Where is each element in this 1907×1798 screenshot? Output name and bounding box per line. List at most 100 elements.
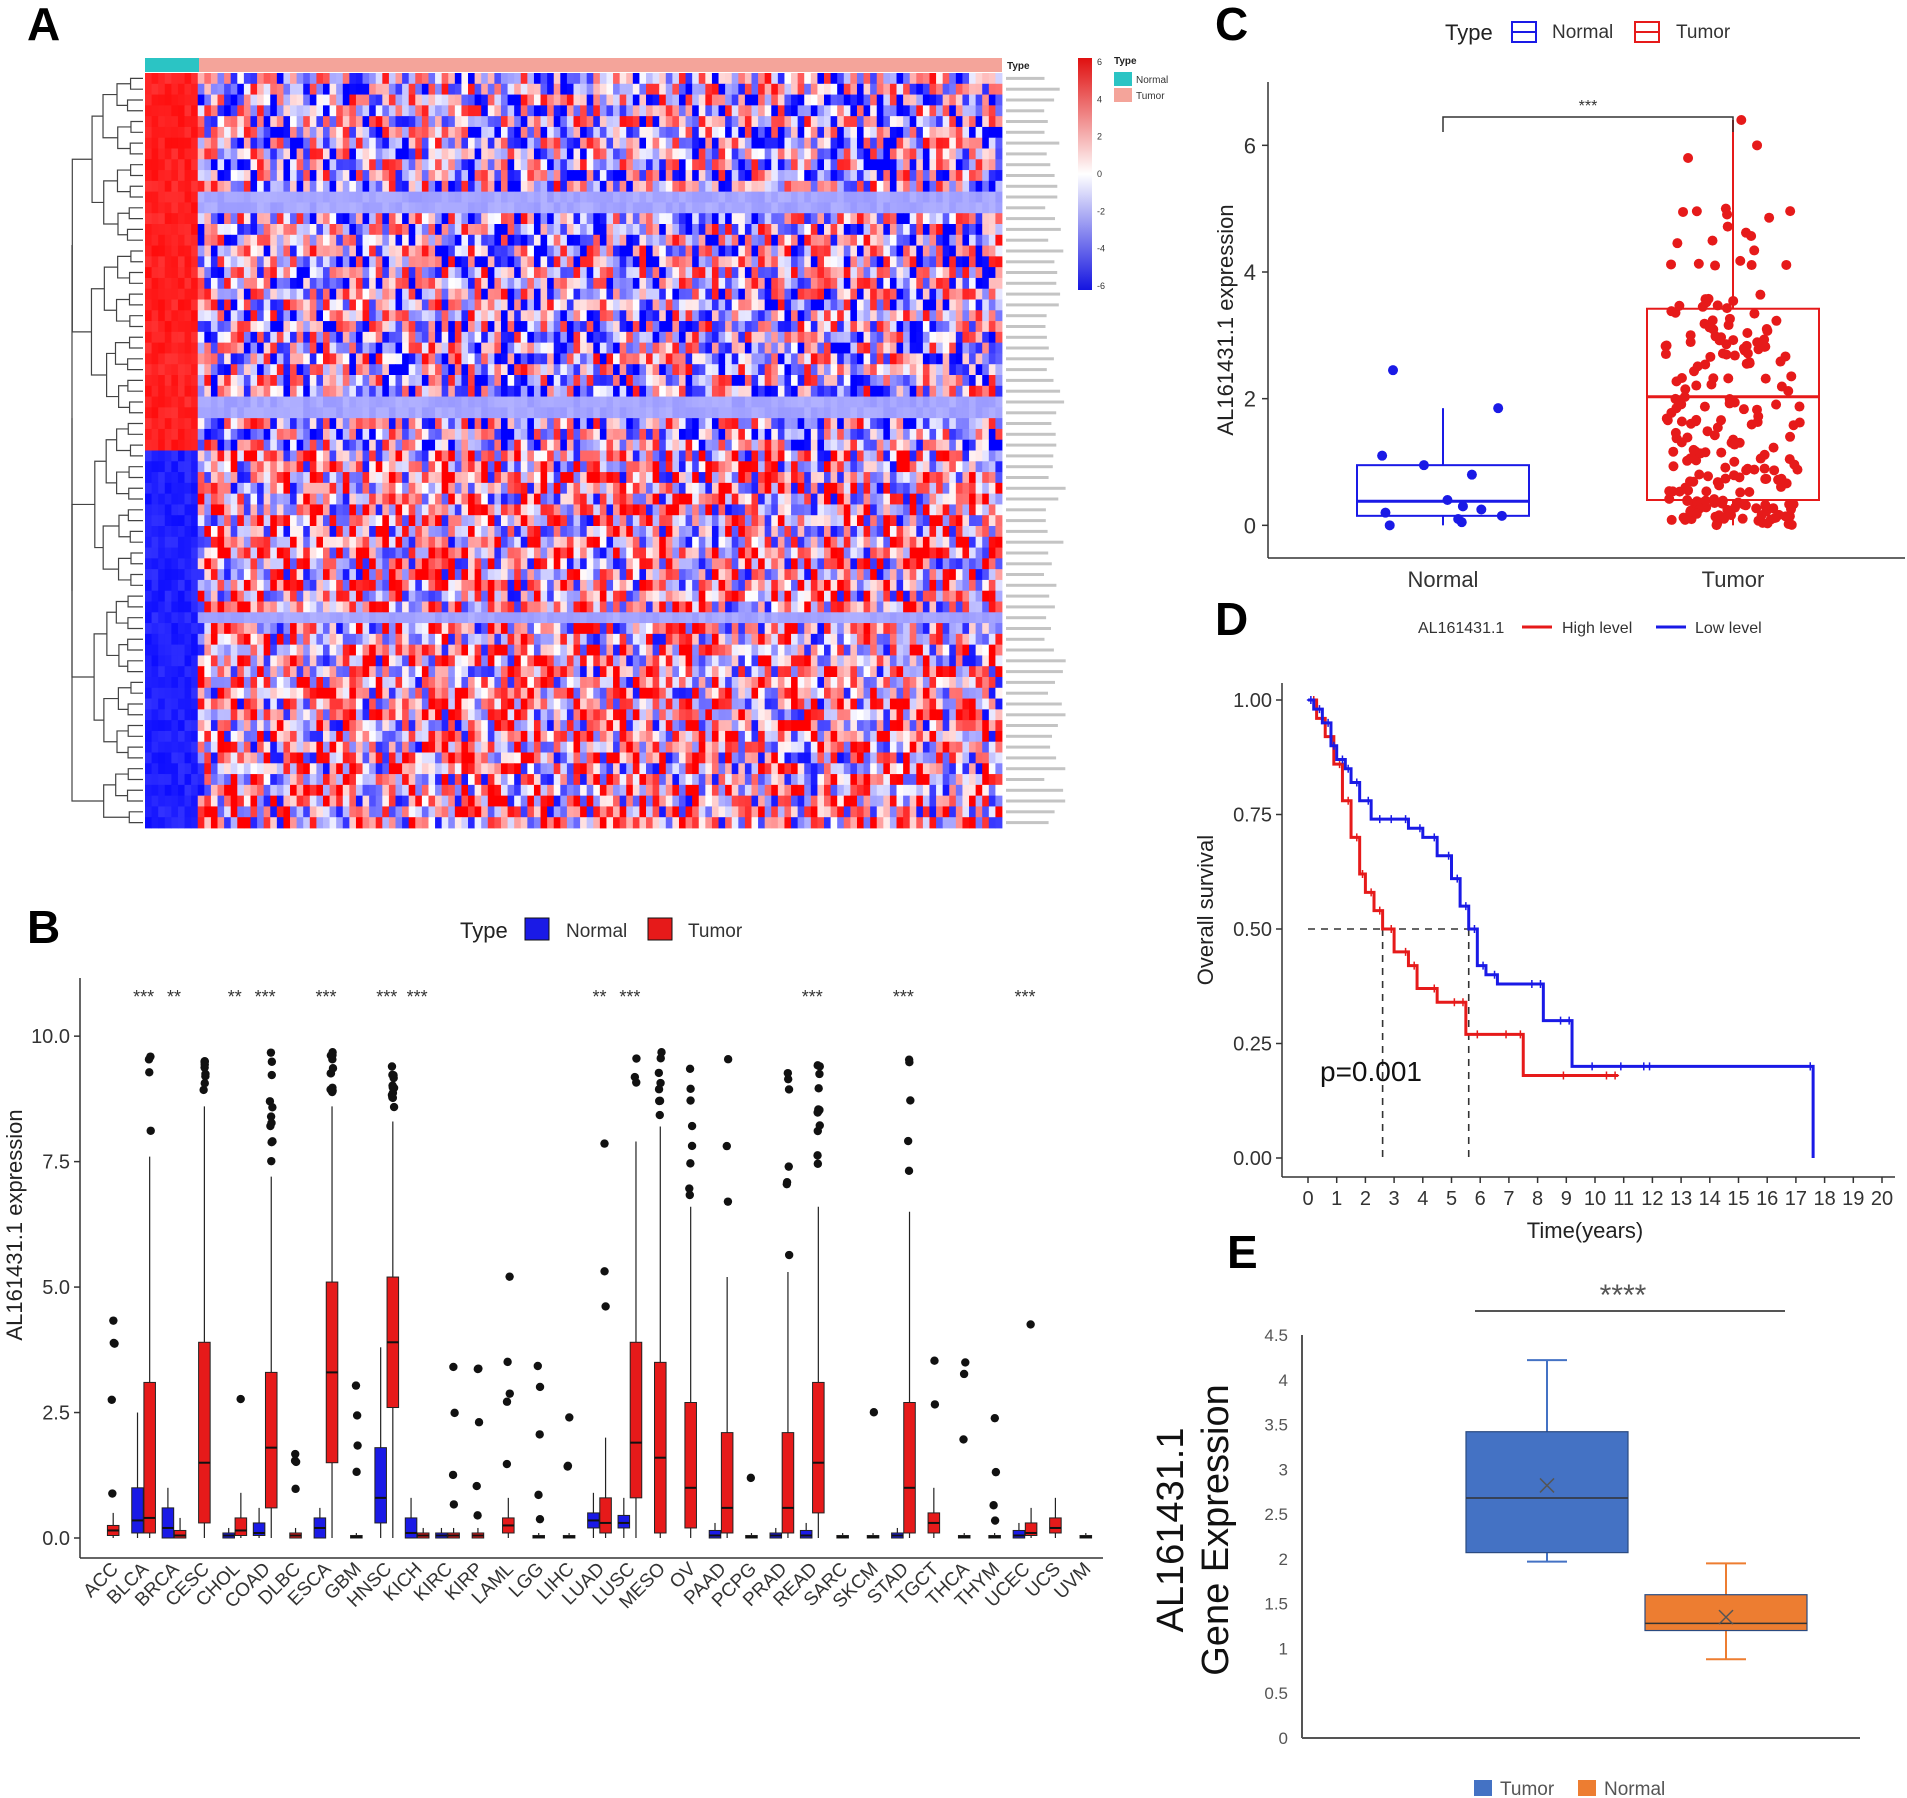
heatmap-cell <box>468 428 476 441</box>
heatmap-cell <box>276 364 284 376</box>
heatmap-cell <box>276 202 284 214</box>
heatmap-cell <box>388 299 396 311</box>
heatmap-cell <box>481 170 489 182</box>
heatmap-cell <box>342 245 350 257</box>
heatmap-cell <box>626 439 634 451</box>
heatmap-cell <box>731 180 739 193</box>
heatmap-cell <box>382 472 390 484</box>
heatmap-cell <box>705 83 713 95</box>
heatmap-cell <box>975 461 983 473</box>
heatmap-cell <box>316 180 324 193</box>
heatmap-cell <box>290 202 298 214</box>
heatmap-cell <box>797 277 805 290</box>
heatmap-cell <box>507 245 515 257</box>
heatmap-cell <box>375 364 383 376</box>
heatmap-cell <box>903 418 911 430</box>
heatmap-cell <box>606 83 614 95</box>
heatmap-cell <box>804 310 812 322</box>
heatmap-cell <box>619 385 627 397</box>
heatmap-cell <box>632 277 640 290</box>
heatmap-cell <box>685 428 693 441</box>
heatmap-cell <box>672 288 680 300</box>
heatmap-cell <box>382 202 390 214</box>
heatmap-cell <box>500 224 508 236</box>
heatmap-cell <box>461 73 469 85</box>
heatmap-cell <box>533 385 541 397</box>
heatmap-cell <box>355 428 363 441</box>
heatmap-cell <box>586 213 594 225</box>
heatmap-cell <box>283 385 291 397</box>
heatmap-cell <box>487 170 495 182</box>
heatmap-cell <box>791 472 799 484</box>
dendrogram-branch <box>127 724 143 737</box>
heatmap-cell <box>975 245 983 257</box>
heatmap-cell <box>626 126 634 139</box>
heatmap-cell <box>158 461 166 473</box>
heatmap-cell <box>151 321 159 333</box>
heatmap-cell <box>639 288 647 300</box>
heatmap-cell <box>243 450 251 462</box>
heatmap-cell <box>804 73 812 85</box>
heatmap-cell <box>883 267 891 279</box>
heatmap-cell <box>382 213 390 225</box>
heatmap-cell <box>448 396 456 408</box>
heatmap-cell <box>876 180 884 193</box>
heatmap-cell <box>290 191 298 203</box>
heatmap-cell <box>903 288 911 300</box>
heatmap-cell <box>685 148 693 160</box>
heatmap-cell <box>705 202 713 214</box>
dendrogram-branch <box>127 638 143 651</box>
heatmap-cell <box>593 170 601 182</box>
heatmap-cell <box>903 310 911 322</box>
heatmap-cell <box>158 277 166 290</box>
heatmap-cell <box>665 364 673 376</box>
heatmap-cell <box>402 245 410 257</box>
heatmap-cell <box>955 364 963 376</box>
heatmap-cell <box>336 310 344 322</box>
heatmap-cell <box>784 83 792 95</box>
heatmap-cell <box>949 439 957 451</box>
heatmap-cell <box>151 126 159 139</box>
heatmap-cell <box>309 310 317 322</box>
heatmap-cell <box>164 396 172 408</box>
heatmap-cell <box>164 105 172 117</box>
heatmap-cell <box>388 288 396 300</box>
heatmap-cell <box>553 418 561 430</box>
heatmap-cell <box>969 364 977 376</box>
heatmap-cell <box>329 245 337 257</box>
heatmap-cell <box>507 148 515 160</box>
heatmap-cell <box>441 105 449 117</box>
heatmap-cell <box>461 299 469 311</box>
heatmap-cell <box>263 364 271 376</box>
heatmap-cell <box>468 213 476 225</box>
heatmap-cell <box>962 94 970 106</box>
heatmap-cell <box>725 472 733 484</box>
heatmap-cell <box>988 148 996 160</box>
heatmap-cell <box>428 126 436 139</box>
heatmap-cell <box>145 277 152 290</box>
heatmap-cell <box>758 277 766 290</box>
heatmap-cell <box>764 267 772 279</box>
heatmap-cell <box>474 450 482 462</box>
heatmap-cell <box>250 137 258 149</box>
heatmap-cell <box>283 137 291 149</box>
heatmap-cell <box>204 353 212 365</box>
heatmap-cell <box>210 245 218 257</box>
heatmap-cell <box>402 126 410 139</box>
heatmap-cell <box>204 83 212 95</box>
heatmap-cell <box>995 73 1003 85</box>
heatmap-cell <box>316 245 324 257</box>
heatmap-cell <box>270 428 278 441</box>
heatmap-cell <box>632 288 640 300</box>
heatmap-cell <box>626 407 634 419</box>
heatmap-cell <box>626 159 634 171</box>
heatmap-cell <box>830 126 838 139</box>
heatmap-cell <box>553 407 561 419</box>
heatmap-cell <box>296 170 304 182</box>
heatmap-cell <box>613 450 621 462</box>
heatmap-cell <box>982 224 990 236</box>
heatmap-cell <box>191 245 199 257</box>
heatmap-cell <box>718 321 726 333</box>
heatmap-cell <box>698 439 706 451</box>
heatmap-cell <box>771 288 779 300</box>
